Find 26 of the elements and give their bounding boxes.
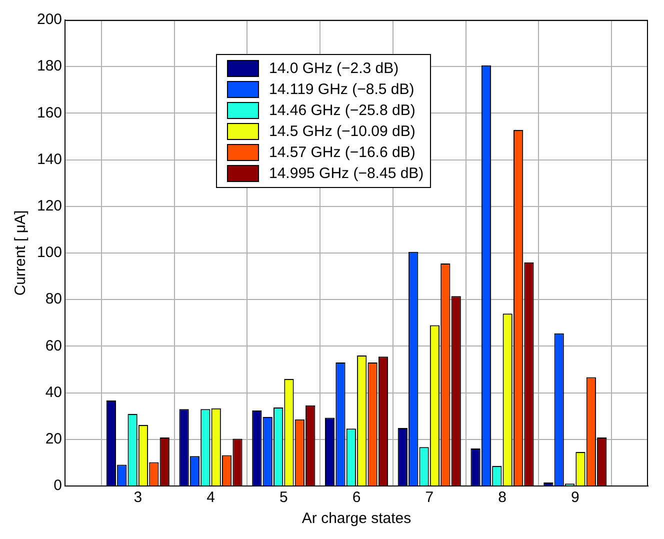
legend-label: 14.119 GHz (−8.5 dB) [269, 80, 414, 100]
y-tick-label: 60 [45, 337, 62, 354]
y-tick-label: 40 [45, 384, 62, 401]
x-axis-title: Ar charge states [302, 510, 412, 528]
x-tick-label: 9 [570, 489, 580, 506]
x-tick-label: 4 [206, 489, 215, 506]
legend-label: 14.0 GHz (−2.3 dB) [269, 59, 399, 79]
y-tick-label: 0 [54, 477, 62, 494]
x-tick-label: 8 [498, 489, 506, 506]
legend-label: 14.5 GHz (−10.09 dB) [269, 122, 416, 142]
y-tick-label: 140 [36, 150, 62, 168]
y-tick-label: 20 [45, 430, 62, 448]
y-tick-label: 180 [36, 58, 62, 75]
legend-label: 14.995 GHz (−8.45 dB) [269, 164, 424, 184]
legend-label: 14.57 GHz (−16.6 dB) [269, 143, 416, 163]
y-tick-label: 80 [45, 290, 62, 308]
x-tick-label: 5 [279, 489, 288, 506]
x-tick-label: 6 [352, 489, 361, 506]
legend-label: 14.46 GHz (−25.8 dB) [269, 101, 416, 121]
y-axis-title: Current [ μA] [12, 210, 30, 296]
y-tick-label: 120 [36, 198, 62, 215]
x-tick-label: 7 [425, 489, 434, 506]
y-tick-label: 160 [36, 104, 62, 122]
x-tick-label: 3 [134, 489, 142, 506]
y-tick-label: 200 [36, 11, 62, 28]
y-tick-label: 100 [36, 244, 62, 262]
